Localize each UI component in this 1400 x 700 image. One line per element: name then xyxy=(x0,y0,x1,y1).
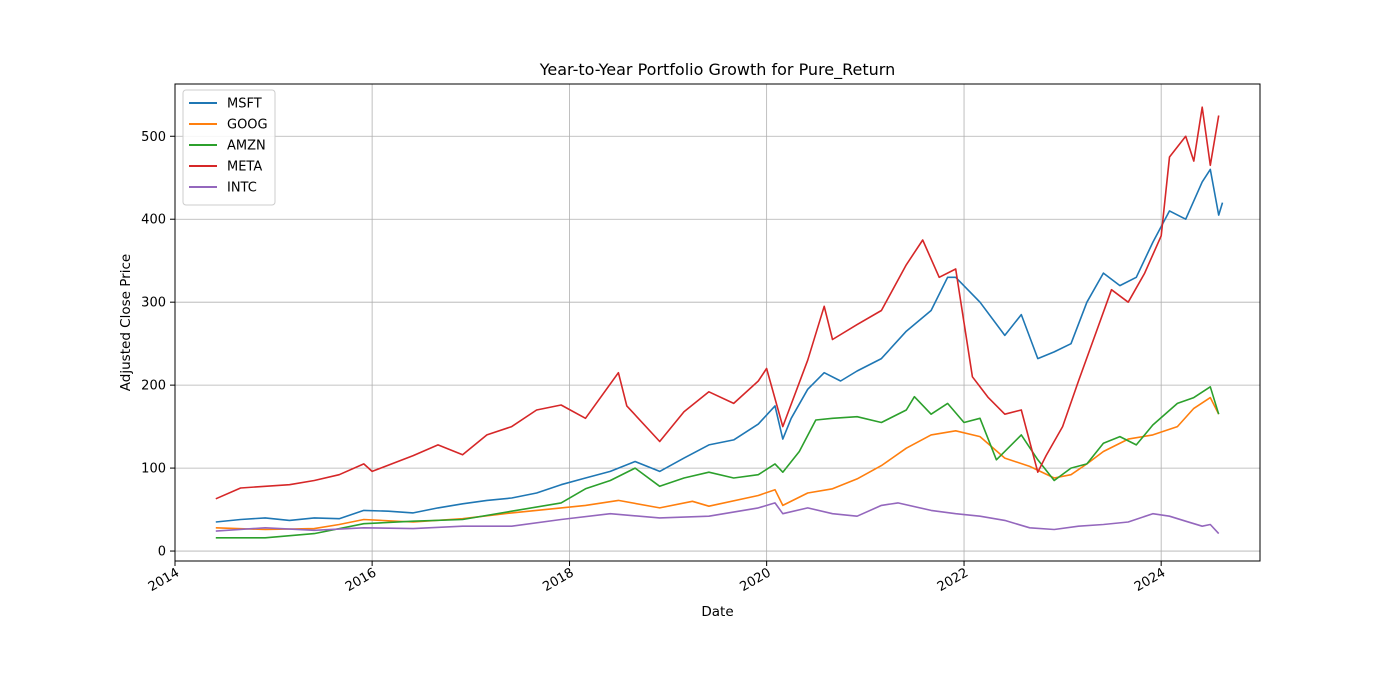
series-line-meta xyxy=(215,106,1220,500)
x-tick-label: 2020 xyxy=(737,565,773,595)
legend-label: META xyxy=(227,160,262,175)
y-tick-label: 100 xyxy=(141,462,166,477)
y-tick-label: 300 xyxy=(141,296,166,311)
y-tick-label: 200 xyxy=(141,379,166,394)
legend-box xyxy=(182,89,276,206)
x-axis-label: Date xyxy=(701,604,733,620)
y-axis-label: Adjusted Close Price xyxy=(118,254,134,391)
y-tick-label: 0 xyxy=(158,545,166,560)
x-axis-ticks: 2014 2016 2018 2020 2022 2024 xyxy=(146,561,1168,595)
grid-lines xyxy=(174,84,1260,561)
x-tick-label: 2016 xyxy=(343,565,379,595)
y-tick-label: 500 xyxy=(141,130,166,145)
legend-label: AMZN xyxy=(227,139,266,154)
series-line-intc xyxy=(215,502,1220,535)
y-axis-ticks: 0 100 200 300 400 500 xyxy=(141,130,175,560)
series-line-msft xyxy=(215,168,1224,523)
plot-frame xyxy=(174,83,1261,562)
legend: MSFT GOOG AMZN META INTC xyxy=(182,89,276,206)
x-tick-label: 2018 xyxy=(540,565,576,595)
x-tick-label: 2022 xyxy=(935,565,971,595)
x-tick-label: 2024 xyxy=(1132,565,1168,595)
legend-label: GOOG xyxy=(227,118,268,133)
chart-title: Year-to-Year Portfolio Growth for Pure_R… xyxy=(539,60,895,80)
series-lines xyxy=(215,106,1224,539)
legend-label: MSFT xyxy=(227,97,262,112)
x-tick-label: 2014 xyxy=(146,565,182,595)
legend-label: INTC xyxy=(227,181,257,196)
series-line-amzn xyxy=(215,385,1220,539)
y-tick-label: 400 xyxy=(141,213,166,228)
